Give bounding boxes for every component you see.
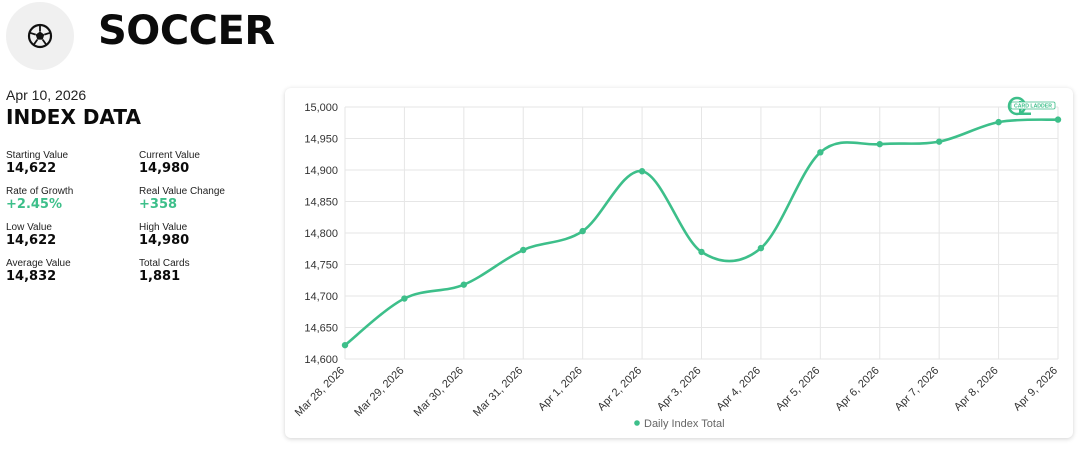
y-tick-label: 14,750 bbox=[304, 260, 338, 272]
stat-label: Average Value bbox=[6, 258, 71, 269]
y-tick-label: 14,600 bbox=[304, 354, 338, 366]
data-point bbox=[817, 149, 824, 156]
stat-value: 14,832 bbox=[6, 269, 57, 284]
stat-starting-value: Starting Value 14,622 bbox=[6, 150, 139, 177]
stat-label: Rate of Growth bbox=[6, 186, 74, 197]
data-point bbox=[638, 168, 646, 175]
x-tick-label: Apr 4, 2026 bbox=[714, 365, 763, 414]
x-tick-label: Apr 9, 2026 bbox=[1011, 365, 1060, 414]
legend-marker bbox=[634, 420, 640, 426]
stat-label: High Value bbox=[139, 222, 188, 233]
data-point bbox=[1054, 116, 1062, 123]
stat-label: Current Value bbox=[139, 150, 200, 161]
stat-current-value: Current Value 14,980 bbox=[139, 150, 246, 177]
x-tick-label: Apr 5, 2026 bbox=[774, 365, 823, 414]
stat-value: +358 bbox=[139, 197, 178, 212]
index-title: INDEX DATA bbox=[6, 105, 141, 129]
stat-average-value: Average Value 14,832 bbox=[6, 258, 139, 285]
index-date: Apr 10, 2026 bbox=[6, 87, 87, 103]
stat-value: 14,980 bbox=[139, 161, 190, 176]
y-tick-label: 14,650 bbox=[304, 323, 338, 335]
card-ladder-logo-text: CARD LADDER bbox=[1014, 104, 1052, 110]
x-axis-ticks: Mar 28, 2026 Mar 29, 2026 Mar 30, 2026 Mar … bbox=[293, 365, 1060, 419]
data-point bbox=[401, 295, 408, 302]
index-stats: Starting Value 14,622 Current Value 14,9… bbox=[6, 150, 246, 285]
stat-value: 14,622 bbox=[6, 233, 57, 248]
y-tick-label: 14,700 bbox=[304, 291, 338, 303]
x-tick-label: Mar 30, 2026 bbox=[412, 365, 466, 419]
sport-logo bbox=[6, 2, 74, 70]
stat-high-value: High Value 14,980 bbox=[139, 222, 246, 249]
y-tick-label: 14,800 bbox=[304, 228, 338, 240]
x-tick-label: Apr 7, 2026 bbox=[893, 365, 942, 414]
stat-value: 1,881 bbox=[139, 269, 181, 284]
series-points bbox=[341, 116, 1062, 349]
y-tick-label: 14,950 bbox=[304, 134, 338, 146]
x-tick-label: Mar 31, 2026 bbox=[471, 365, 525, 419]
x-tick-label: Mar 28, 2026 bbox=[293, 365, 347, 419]
stat-low-value: Low Value 14,622 bbox=[6, 222, 139, 249]
x-tick-label: Mar 29, 2026 bbox=[352, 365, 406, 419]
data-point bbox=[460, 281, 468, 288]
x-tick-label: Apr 6, 2026 bbox=[833, 365, 882, 414]
x-tick-label: Apr 2, 2026 bbox=[596, 365, 645, 414]
stat-label: Starting Value bbox=[6, 150, 69, 161]
legend-label: Daily Index Total bbox=[644, 418, 725, 430]
data-point bbox=[935, 138, 943, 145]
legend: Daily Index Total bbox=[634, 418, 725, 430]
y-axis-ticks: 15,000 14,950 14,900 14,850 14,800 14,750 14,7… bbox=[304, 102, 338, 366]
y-tick-label: 15,000 bbox=[304, 102, 338, 114]
stat-label: Low Value bbox=[6, 222, 52, 233]
data-point bbox=[757, 244, 765, 252]
chart-grid bbox=[344, 106, 1059, 360]
data-point bbox=[579, 227, 586, 235]
data-point bbox=[876, 140, 883, 148]
y-tick-label: 14,850 bbox=[304, 197, 338, 209]
x-tick-label: Apr 1, 2026 bbox=[536, 365, 585, 414]
y-tick-label: 14,900 bbox=[304, 165, 338, 177]
stat-total-cards: Total Cards 1,881 bbox=[139, 258, 246, 285]
data-point bbox=[520, 246, 527, 254]
stat-value: 14,622 bbox=[6, 161, 57, 176]
data-point bbox=[698, 248, 705, 256]
chart-card: 15,000 14,950 14,900 14,850 14,800 14,750 14,7… bbox=[285, 88, 1073, 438]
data-point bbox=[341, 341, 349, 349]
x-tick-label: Apr 8, 2026 bbox=[952, 365, 1001, 414]
stat-rate-of-growth: Rate of Growth +2.45% bbox=[6, 186, 139, 213]
page-title: SOCCER bbox=[98, 8, 275, 54]
stat-value: +2.45% bbox=[6, 197, 62, 212]
stat-value: 14,980 bbox=[139, 233, 190, 248]
x-tick-label: Apr 3, 2026 bbox=[655, 365, 704, 414]
soccer-ball-icon bbox=[27, 23, 53, 49]
stat-real-value-change: Real Value Change +358 bbox=[139, 186, 246, 213]
card-ladder-logo: CARD LADDER bbox=[1007, 96, 1056, 116]
index-line-chart: 15,000 14,950 14,900 14,850 14,800 14,750 14,7… bbox=[293, 96, 1062, 430]
stat-label: Total Cards bbox=[139, 258, 190, 269]
stat-label: Real Value Change bbox=[139, 186, 225, 197]
data-point bbox=[995, 118, 1002, 126]
